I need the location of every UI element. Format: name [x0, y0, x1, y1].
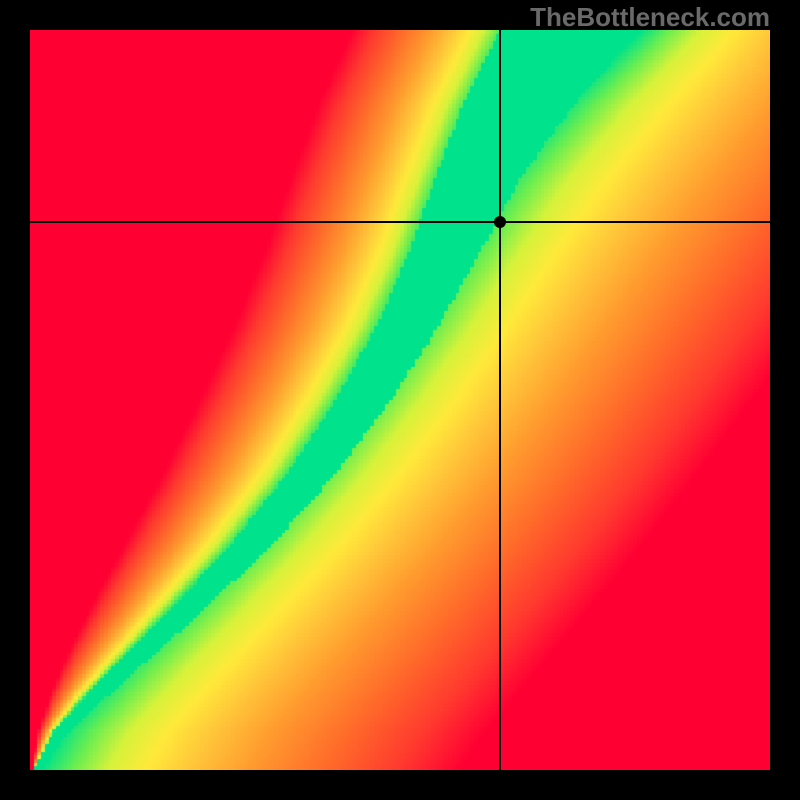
bottleneck-heatmap — [30, 30, 770, 770]
chart-container: TheBottleneck.com — [0, 0, 800, 800]
watermark-text: TheBottleneck.com — [530, 2, 770, 33]
crosshair-vertical-line — [499, 30, 501, 770]
crosshair-horizontal-line — [30, 221, 770, 223]
